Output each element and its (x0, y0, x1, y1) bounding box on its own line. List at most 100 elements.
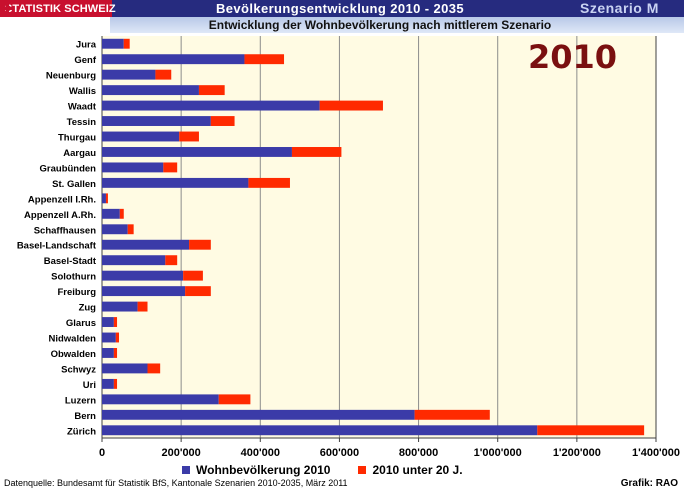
category-label: Obwalden (51, 349, 97, 360)
legend-swatch-series1 (182, 466, 190, 474)
bar-under-20 (291, 147, 342, 157)
bar-under-20 (218, 394, 251, 405)
header-bar (0, 0, 684, 17)
legend-swatch-series2 (358, 466, 367, 474)
year-label: 2010 (528, 38, 618, 76)
bar-population (102, 131, 180, 142)
bar-under-20 (537, 425, 645, 436)
bar-population (102, 255, 166, 266)
category-label: Schaffhausen (34, 225, 96, 236)
x-tick-label: 400'000 (241, 447, 280, 459)
bar-population (102, 425, 538, 436)
scenario-label: Szenario M (580, 0, 659, 16)
bar-population (102, 286, 186, 297)
category-label: Schwyz (61, 364, 96, 375)
bar-population (102, 378, 114, 389)
category-label: Appenzell A.Rh. (24, 210, 96, 221)
bar-population (102, 54, 245, 65)
bar-population (102, 69, 156, 80)
bar-population (102, 162, 164, 173)
chart-legend: Wohnbevölkerung 2010 2010 unter 20 J. (182, 463, 491, 477)
category-label: Bern (74, 411, 96, 422)
category-label: Waadt (68, 102, 97, 113)
bar-under-20 (189, 239, 211, 250)
category-label: Basel-Landschaft (17, 241, 97, 252)
bar-under-20 (183, 270, 203, 281)
bar-population (102, 38, 124, 49)
bar-population (102, 147, 292, 157)
bar-population (102, 348, 114, 358)
bar-population (102, 363, 148, 374)
bar-under-20 (210, 116, 235, 126)
x-tick-label: 1'000'000 (474, 447, 522, 459)
graphic-credit: Grafik: RAO (620, 478, 678, 489)
bar-population (102, 116, 211, 126)
data-source: Datenquelle: Bundesamt für Statistik BfS… (4, 478, 348, 488)
bar-population (102, 100, 320, 111)
bar-under-20 (414, 409, 490, 420)
category-label: Thurgau (58, 133, 96, 144)
bar-under-20 (165, 255, 178, 266)
x-tick-label: 1'200'000 (553, 447, 601, 459)
bar-population (102, 177, 249, 188)
category-label: Genf (74, 55, 96, 66)
legend-label-series2: 2010 unter 20 J. (372, 463, 463, 477)
category-label: Luzern (65, 395, 96, 406)
category-label: Wallis (69, 86, 96, 97)
category-label: Glarus (66, 318, 96, 329)
bar-population (102, 85, 199, 96)
bar-under-20 (163, 162, 178, 173)
bar-under-20 (123, 38, 130, 49)
bar-population (102, 394, 219, 405)
x-tick-label: 200'000 (161, 447, 200, 459)
bar-under-20 (115, 332, 120, 343)
category-label: Basel-Stadt (44, 256, 97, 267)
subtitle-band (110, 17, 684, 33)
bar-under-20 (244, 54, 285, 65)
bar-population (102, 208, 120, 219)
category-label: Appenzell I.Rh. (28, 194, 96, 205)
bar-under-20 (319, 100, 383, 111)
bar-population (102, 193, 106, 204)
bar-population (102, 301, 138, 312)
bar-population (102, 409, 415, 420)
bar-under-20 (185, 286, 211, 297)
bar-under-20 (127, 224, 134, 235)
category-label: Neuenburg (46, 71, 96, 82)
category-label: Solothurn (51, 272, 96, 283)
brand-label: STATISTIK SCHWEIZ (5, 2, 116, 15)
bar-under-20 (119, 208, 124, 219)
page-title: Bevölkerungsentwicklung 2010 - 2035 (215, 1, 465, 16)
category-label: Uri (83, 380, 96, 391)
category-label: Nidwalden (48, 334, 96, 345)
x-tick-label: 800'000 (399, 447, 438, 459)
category-label: Zug (79, 303, 97, 314)
plot-background (102, 36, 656, 438)
x-tick-label: 1'400'000 (632, 447, 680, 459)
bar-under-20 (155, 69, 172, 80)
bar-under-20 (137, 301, 148, 312)
bar-under-20 (105, 193, 108, 204)
category-label: Tessin (67, 117, 97, 128)
bar-population (102, 239, 190, 250)
bar-population (102, 317, 114, 327)
bar-population (102, 332, 116, 343)
bar-under-20 (147, 363, 161, 374)
category-label: Freiburg (57, 287, 96, 298)
legend-label-series1: Wohnbevölkerung 2010 (196, 463, 331, 477)
bar-population (102, 224, 128, 235)
bar-under-20 (113, 348, 118, 358)
category-label: Jura (76, 40, 97, 51)
bar-under-20 (113, 317, 118, 327)
bar-under-20 (113, 378, 118, 389)
category-label: Zürich (67, 426, 96, 437)
x-tick-label: 600'000 (320, 447, 359, 459)
legend-item-series2: 2010 unter 20 J. (358, 463, 463, 477)
x-tick-label: 0 (99, 447, 105, 459)
bar-under-20 (248, 177, 290, 188)
category-label: Aargau (63, 148, 96, 159)
bar-under-20 (179, 131, 199, 142)
brand-logo: STATISTIK SCHWEIZ (0, 0, 116, 17)
legend-item-series1: Wohnbevölkerung 2010 (182, 463, 330, 477)
